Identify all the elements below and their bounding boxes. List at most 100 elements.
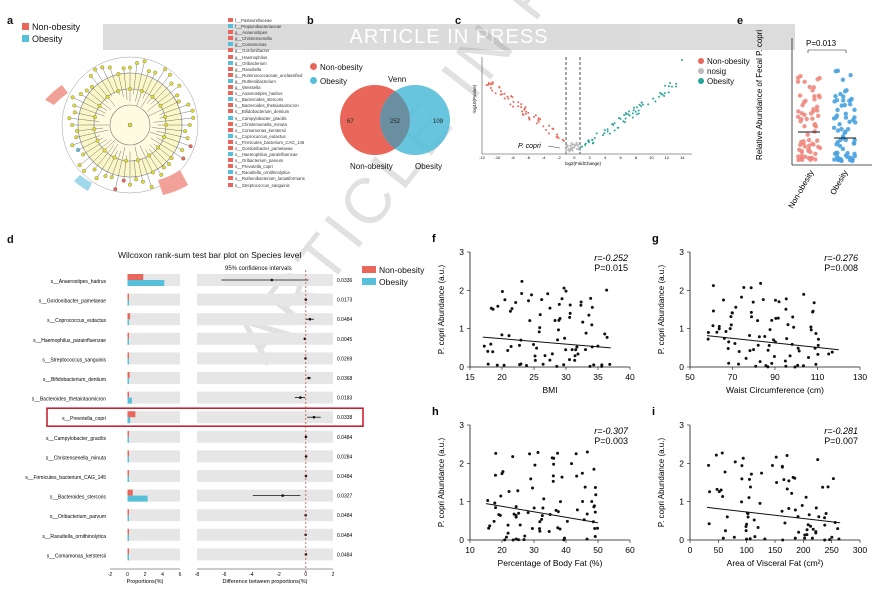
scatter-point	[723, 529, 727, 533]
row-background	[127, 372, 180, 384]
volcano-point-nonobesity	[523, 107, 526, 110]
volcano-point-nonobesity	[499, 93, 502, 96]
bar-obesity	[127, 495, 148, 502]
scatter-point	[522, 538, 526, 542]
p-value: 0.0484	[337, 317, 353, 323]
volcano-point-obesity	[660, 93, 663, 96]
bar-obesity	[127, 515, 129, 522]
scatter-point	[744, 524, 748, 528]
volcano-point-nonobesity	[535, 122, 538, 125]
scatter-point	[786, 323, 790, 327]
row-background	[127, 528, 180, 541]
y-tick: 3	[679, 420, 684, 430]
clade-node	[150, 94, 155, 99]
volcano-point-obesity	[623, 121, 626, 124]
x-axis-label: BMI	[542, 385, 557, 395]
taxon-entry: s__Gordonibacter_pamelaeae	[228, 145, 328, 152]
scatter-point	[518, 363, 522, 367]
scatter-point	[729, 323, 733, 327]
scatter-point	[744, 356, 748, 360]
volcano-point-nosig	[577, 145, 580, 148]
species-label: s__Firmicutes_bacterium_CAG_145	[25, 475, 106, 481]
clade-node	[107, 65, 112, 70]
dot-obesity	[848, 73, 853, 78]
volcano-point-obesity	[622, 120, 625, 123]
scatter-point	[495, 363, 499, 367]
scatter-point	[711, 309, 715, 313]
volcano-point-obesity	[603, 129, 606, 132]
volcano-point-nonobesity	[555, 133, 558, 136]
scatter-point	[748, 334, 752, 338]
dot-nonobesity	[797, 93, 803, 98]
panel-d-legend: Non-obesity Obesity	[362, 264, 424, 288]
scatter-point	[587, 313, 591, 317]
scatter-point	[488, 524, 492, 528]
p-value: 0.0327	[337, 494, 353, 500]
scatter-point	[564, 289, 568, 293]
left-tick: 2	[144, 572, 147, 578]
volcano-point-nonobesity	[517, 101, 520, 104]
clade-highlight-nonobesity-2	[158, 170, 188, 195]
clade-node	[77, 163, 82, 168]
dot-obesity	[843, 111, 848, 117]
scatter-point	[756, 319, 760, 323]
scatter-point	[787, 506, 791, 510]
scatter-point	[509, 344, 513, 348]
clade-node	[81, 152, 86, 157]
y-axis-label: P. copri Abundance (a.u.)	[657, 265, 666, 355]
y-tick: 2	[459, 285, 464, 295]
scatter-point	[721, 536, 725, 540]
row-background	[127, 430, 180, 443]
x-tick: 70	[728, 372, 738, 382]
venn-diagram: 67 252 109	[340, 85, 450, 155]
taxon-entry: s__Bacteroides_stercoris	[228, 97, 328, 103]
scatter-point	[553, 318, 557, 322]
scatter-point	[721, 495, 725, 499]
volcano-point-obesity	[632, 109, 635, 112]
scatter-point	[782, 478, 786, 482]
volcano-point-obesity	[628, 114, 631, 117]
species-label: s__Anaerostipes_hadrus	[51, 279, 107, 285]
volcano-point-nonobesity	[491, 89, 494, 92]
scatter-point	[721, 298, 725, 302]
scatter-point	[784, 307, 788, 311]
scatter-point	[548, 358, 552, 362]
scatter-point	[486, 362, 490, 366]
scatter-point	[523, 534, 527, 538]
clade-node	[183, 129, 188, 134]
scatter-point	[500, 289, 504, 293]
scatter-point	[816, 343, 820, 347]
dot-nonobesity	[813, 151, 818, 157]
bar-nonobesity	[127, 430, 129, 437]
volcano-point-nonobesity	[499, 90, 502, 93]
clade-node	[93, 67, 98, 72]
scatter-point	[727, 361, 731, 365]
scatter-point	[816, 337, 820, 341]
scatter-point	[770, 361, 774, 365]
volcano-xtick: -4	[542, 155, 546, 160]
scatter-point	[492, 519, 496, 523]
species-label: s__Prevotella_copri	[62, 416, 106, 422]
scatter-point	[790, 491, 794, 495]
dot-nonobesity	[798, 142, 803, 148]
scatter-point	[524, 364, 528, 368]
fit-line	[482, 336, 611, 349]
scatter-point	[517, 511, 521, 515]
scatter-point	[528, 452, 532, 456]
clade-node	[176, 99, 181, 104]
volcano-point-nonobesity	[556, 135, 559, 138]
scatter-point	[732, 535, 736, 539]
scatter-point	[720, 451, 724, 455]
bar-nonobesity	[127, 313, 131, 320]
scatter-point	[776, 316, 780, 320]
bar-obesity	[127, 534, 129, 541]
dotplot-ylabel: Relative Abundance of Fecal P. copri	[755, 30, 764, 160]
article-in-press-banner: ARTICLE IN PRESS	[103, 24, 795, 50]
taxon-entry: g__Ruthenibacterium	[228, 78, 328, 85]
taxon-entry: s__Prevotella_copri	[228, 164, 328, 170]
clade-node	[70, 143, 75, 148]
scatter-point	[730, 311, 734, 315]
scatter-point	[608, 362, 612, 366]
dot-obesity	[852, 137, 857, 143]
venn-overlap-count: 252	[390, 119, 401, 125]
